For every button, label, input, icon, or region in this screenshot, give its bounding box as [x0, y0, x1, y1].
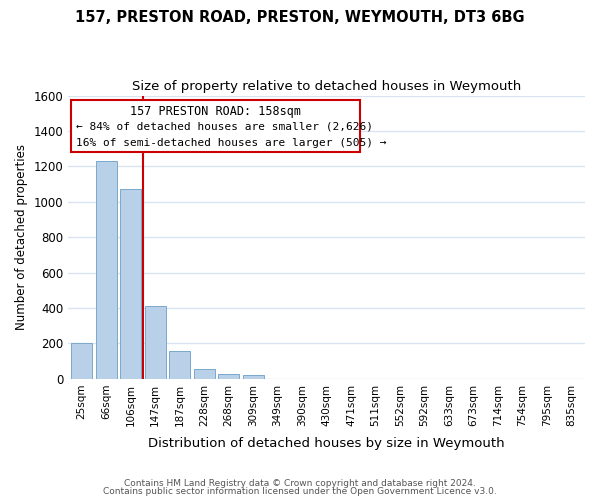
Y-axis label: Number of detached properties: Number of detached properties — [15, 144, 28, 330]
Bar — [169, 350, 190, 379]
Text: 16% of semi-detached houses are larger (505) →: 16% of semi-detached houses are larger (… — [76, 138, 386, 148]
Text: Contains HM Land Registry data © Crown copyright and database right 2024.: Contains HM Land Registry data © Crown c… — [124, 478, 476, 488]
Bar — [120, 188, 141, 379]
Text: Contains public sector information licensed under the Open Government Licence v3: Contains public sector information licen… — [103, 487, 497, 496]
Title: Size of property relative to detached houses in Weymouth: Size of property relative to detached ho… — [132, 80, 521, 93]
Bar — [145, 306, 166, 379]
FancyBboxPatch shape — [71, 100, 360, 152]
Bar — [218, 374, 239, 379]
Bar — [242, 376, 263, 379]
Bar — [71, 342, 92, 379]
X-axis label: Distribution of detached houses by size in Weymouth: Distribution of detached houses by size … — [148, 437, 505, 450]
Bar — [194, 369, 215, 379]
Bar — [96, 161, 116, 379]
Text: 157, PRESTON ROAD, PRESTON, WEYMOUTH, DT3 6BG: 157, PRESTON ROAD, PRESTON, WEYMOUTH, DT… — [75, 10, 525, 25]
Text: 157 PRESTON ROAD: 158sqm: 157 PRESTON ROAD: 158sqm — [130, 106, 301, 118]
Text: ← 84% of detached houses are smaller (2,626): ← 84% of detached houses are smaller (2,… — [76, 121, 373, 131]
